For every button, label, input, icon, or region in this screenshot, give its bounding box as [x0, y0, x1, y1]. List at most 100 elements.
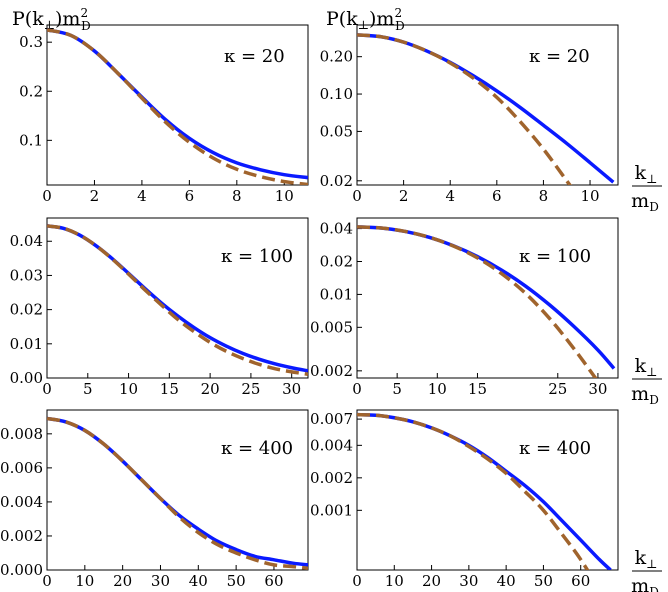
x-tick-label: 8 — [232, 187, 242, 205]
y-tick-label: 0.002 — [0, 527, 43, 545]
x-tick-label: 0 — [352, 572, 362, 590]
x-tick-label: 30 — [282, 380, 301, 398]
y-tick-label: 0.04 — [10, 232, 43, 250]
x-tick-label: 6 — [492, 187, 502, 205]
x-tick-label: 20 — [113, 572, 132, 590]
x-tick-label: 0 — [42, 572, 52, 590]
x-axis-label-numerator: k⊥ — [635, 162, 658, 186]
x-tick-label: 40 — [497, 572, 516, 590]
kappa-annotation: κ = 20 — [529, 46, 590, 67]
kappa-annotation: κ = 20 — [224, 46, 285, 67]
y-tick-label: 0.007 — [310, 410, 353, 428]
x-tick-label: 50 — [534, 572, 553, 590]
x-tick-label: 30 — [151, 572, 170, 590]
x-tick-label: 10 — [385, 572, 404, 590]
x-axis-label-denominator: mD — [631, 575, 659, 592]
plot-frame — [356, 24, 619, 186]
panel-3: 0 5 10 15 20 25 30 0.00 0.01 0.02 0.03 0.04 κ = 100 — [10, 217, 309, 398]
plot-frame — [46, 409, 309, 571]
kappa-annotation: κ = 400 — [221, 438, 293, 459]
x-tick-label: 0 — [42, 380, 52, 398]
y-tick-label: 0.004 — [310, 436, 353, 454]
plot-frame — [46, 217, 309, 379]
panel-4: 0 5 10 15 25 30 0.002 0.005 0.01 0.02 0.04 κ = 100 — [310, 217, 619, 398]
series-line-dashed — [47, 416, 308, 570]
y-tick-label: 0.04 — [320, 220, 353, 238]
kappa-annotation: κ = 100 — [519, 246, 591, 267]
panel-6: 0 10 20 30 40 50 60 0.001 0.002 0.004 0.007 κ = 400 — [310, 409, 619, 590]
y-tick-label: 0.1 — [19, 131, 43, 149]
kappa-annotation: κ = 100 — [221, 246, 293, 267]
x-tick-label: 2 — [399, 187, 409, 205]
x-tick-label: 5 — [83, 380, 93, 398]
plot-frame — [356, 409, 619, 571]
x-axis-label-3: k⊥ mD — [631, 547, 662, 592]
panel-1: 0 2 4 6 8 10 0.1 0.2 0.3 κ = 20 — [19, 24, 309, 205]
x-axis-label-numerator: k⊥ — [635, 547, 658, 571]
y-tick-label: 0.002 — [310, 362, 353, 380]
x-tick-label: 40 — [189, 572, 208, 590]
kappa-annotation: κ = 400 — [519, 438, 591, 459]
x-tick-label: 10 — [75, 572, 94, 590]
x-tick-label: 0 — [42, 187, 52, 205]
x-tick-label: 4 — [137, 187, 147, 205]
y-tick-label: 0.02 — [320, 172, 353, 190]
plot-frame — [356, 217, 619, 379]
y-tick-label: 0.006 — [0, 459, 43, 477]
x-tick-label: 20 — [422, 572, 441, 590]
series-line-dashed — [357, 33, 572, 185]
x-axis-label-denominator: mD — [631, 383, 659, 407]
x-axis-label-numerator: k⊥ — [635, 355, 658, 379]
x-tick-label: 25 — [241, 380, 260, 398]
y-tick-label: 0.002 — [310, 469, 353, 487]
y-tick-label: 0.005 — [310, 318, 353, 336]
y-tick-label: 0.00 — [10, 369, 43, 387]
x-tick-label: 25 — [548, 380, 567, 398]
y-tick-label: 0.03 — [10, 266, 43, 284]
y-tick-label: 0.001 — [310, 501, 353, 519]
x-tick-label: 5 — [392, 380, 402, 398]
series-line-dashed — [357, 412, 590, 570]
x-tick-label: 50 — [227, 572, 246, 590]
y-tick-label: 0.02 — [10, 301, 43, 319]
x-tick-label: 15 — [160, 380, 179, 398]
x-tick-label: 8 — [539, 187, 549, 205]
y-tick-label: 0.20 — [320, 48, 353, 66]
y-tick-label: 0.01 — [10, 335, 43, 353]
x-tick-label: 10 — [119, 380, 138, 398]
x-tick-label: 0 — [352, 187, 362, 205]
x-axis-label-2: k⊥ mD — [631, 355, 662, 407]
x-tick-label: 6 — [185, 187, 195, 205]
x-tick-label: 4 — [445, 187, 455, 205]
x-tick-label: 10 — [275, 187, 294, 205]
x-tick-label: 2 — [90, 187, 100, 205]
y-axis-label-right: P(k⊥)m2 D — [326, 6, 405, 33]
x-tick-label: 30 — [459, 572, 478, 590]
x-tick-label: 30 — [588, 380, 607, 398]
y-tick-label: 0.05 — [320, 122, 353, 140]
y-tick-label: 0.004 — [0, 493, 43, 511]
x-axis-label-denominator: mD — [631, 190, 659, 214]
y-tick-label: 0.02 — [320, 253, 353, 271]
plot-frame — [46, 24, 309, 186]
x-tick-label: 60 — [571, 572, 590, 590]
series-line-dashed — [47, 224, 308, 376]
y-tick-label: 0.3 — [19, 33, 43, 51]
y-tick-label: 0.008 — [0, 425, 43, 443]
x-tick-label: 10 — [428, 380, 447, 398]
x-tick-label: 60 — [264, 572, 283, 590]
y-tick-label: 0.01 — [320, 285, 353, 303]
panel-2: 0 2 4 6 8 10 0.02 0.05 0.10 0.20 κ = 20 — [320, 24, 619, 205]
x-tick-label: 0 — [352, 380, 362, 398]
x-tick-label: 15 — [468, 380, 487, 398]
y-tick-label: 0.000 — [0, 561, 43, 579]
y-tick-label: 0.2 — [19, 82, 43, 100]
x-tick-label: 20 — [201, 380, 220, 398]
x-axis-label-1: k⊥ mD — [631, 162, 662, 214]
panel-5: 0 10 20 30 40 50 60 0.000 0.002 0.004 0.006 0.008 κ … — [0, 409, 309, 590]
series-line-dashed — [47, 28, 308, 185]
series-line-dashed — [357, 225, 598, 378]
y-tick-label: 0.10 — [320, 85, 353, 103]
x-tick-label: 10 — [580, 187, 599, 205]
